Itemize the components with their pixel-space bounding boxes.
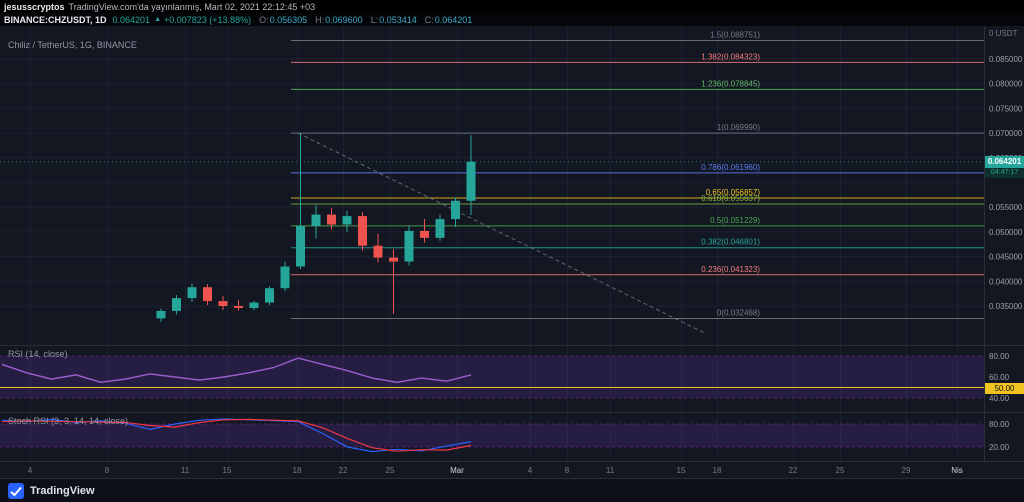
- candle: [358, 216, 367, 246]
- ohlc-values: O:0.056305 H:0.069600 L:0.053414 C:0.064201: [251, 15, 472, 25]
- brand-name[interactable]: TradingView: [30, 484, 95, 497]
- candle: [296, 225, 305, 267]
- publish-info-bar: jesusscryptos TradingView.com'da yayınla…: [0, 0, 1024, 13]
- stoch-axis-label: 20.00: [989, 443, 1010, 452]
- time-axis-label: 22: [339, 466, 348, 475]
- trend-line[interactable]: [297, 132, 706, 334]
- fib-label: 0.236(0.041323): [701, 265, 760, 274]
- countdown-timer: 04:47:17: [985, 167, 1024, 178]
- price-axis-label: 0.075000: [989, 104, 1023, 113]
- time-axis-label: 18: [713, 466, 722, 475]
- chart-canvas[interactable]: 1.5(0.088751) 1.382(0.084323) 1.236(0.0788…: [0, 26, 1024, 478]
- rsi-line: [1, 357, 472, 384]
- rsi-level-badge: 50.00: [985, 382, 1024, 394]
- candle: [466, 161, 476, 201]
- fib-label: 0.5(0.051229): [710, 216, 760, 225]
- time-axis-label: 15: [677, 466, 686, 475]
- time-axis-label: 11: [606, 466, 615, 475]
- symbol-name[interactable]: BINANCE:CHZUSDT, 1D: [4, 14, 107, 25]
- candle: [420, 230, 429, 238]
- candle: [265, 288, 274, 303]
- current-price: 0.064201: [985, 155, 1024, 168]
- price-axis-label: 0.035000: [989, 302, 1023, 311]
- ohlc-label: L:: [370, 14, 379, 25]
- author-name[interactable]: jesusscryptos: [4, 1, 65, 12]
- price-axis-label: 0.070000: [989, 129, 1023, 138]
- publish-info: TradingView.com'da yayınlanmış, Mart 02,…: [68, 1, 316, 12]
- price-axis-label: 0.045000: [989, 253, 1023, 262]
- ohlc-label: C:: [424, 14, 434, 25]
- tradingview-logo-icon[interactable]: [8, 482, 24, 499]
- candle: [389, 257, 398, 262]
- rsi-axis-label: 60.00: [989, 373, 1010, 382]
- time-axis-label: 8: [105, 466, 110, 475]
- fib-label: 1.382(0.084323): [701, 52, 760, 61]
- candle: [373, 245, 383, 258]
- rsi-band: [0, 356, 984, 398]
- chart-area[interactable]: 1.5(0.088751) 1.382(0.084323) 1.236(0.0788…: [0, 26, 1024, 478]
- price-change: +0.007823 (+13.88%): [164, 14, 252, 25]
- rsi-axis-label: 40.00: [989, 394, 1010, 403]
- price-axis-label: 0.050000: [989, 228, 1023, 237]
- candle: [404, 230, 414, 262]
- fib-label: 0.786(0.061960): [701, 163, 760, 172]
- candle: [156, 310, 166, 319]
- time-axis-label: 4: [528, 466, 533, 475]
- ohlc-value: 0.056305: [269, 14, 308, 25]
- candle: [234, 306, 243, 308]
- candle: [342, 216, 352, 225]
- price-axis-label: 0.080000: [989, 80, 1023, 89]
- price-axis-label: 0.055000: [989, 203, 1023, 212]
- time-axis-label: Nis: [951, 466, 963, 475]
- symbol-info-bar: BINANCE:CHZUSDT, 1D 0.064201 ▲ +0.007823…: [0, 13, 1024, 26]
- fib-label: 0(0.032468): [717, 309, 760, 318]
- time-axis-label: 11: [181, 466, 190, 475]
- stoch-d-line: [1, 418, 472, 452]
- price-axis-label: 0.040000: [989, 277, 1023, 286]
- time-axis-label: 22: [789, 466, 798, 475]
- footer-bar: TradingView: [0, 478, 1024, 502]
- time-axis-label: 25: [386, 466, 395, 475]
- current-price-badge: 0.064201 04:47:17: [985, 155, 1024, 178]
- candle: [451, 200, 460, 220]
- fib-label: 0.382(0.046801): [701, 238, 760, 247]
- fib-label: 1(0.069990): [717, 123, 760, 132]
- candle: [218, 301, 228, 306]
- price-axis-unit[interactable]: 0 USDT: [989, 29, 1018, 38]
- price-axis-label: 0.085000: [989, 55, 1023, 64]
- ohlc-value: 0.069600: [325, 14, 363, 25]
- candle: [311, 214, 321, 226]
- candle: [187, 287, 197, 299]
- time-axis-label: Mar: [450, 466, 464, 475]
- stoch-band: [0, 424, 984, 447]
- fib-label: 0.618(0.055637): [701, 194, 760, 203]
- ohlc-label: H:: [315, 14, 325, 25]
- stoch-axis-label: 80.00: [989, 420, 1010, 429]
- candle: [203, 287, 212, 302]
- up-arrow-icon: ▲: [154, 16, 161, 23]
- ohlc-label: O:: [259, 14, 269, 25]
- time-axis-label: 4: [28, 466, 33, 475]
- stoch-title[interactable]: Stoch RSI (3, 3, 14, 14, close): [8, 416, 129, 426]
- time-axis-label: 25: [836, 466, 845, 475]
- candle: [249, 302, 259, 308]
- fib-label: 0.65(0.056857): [706, 188, 761, 197]
- time-axis-label: 29: [902, 466, 911, 475]
- fib-label: 1.5(0.088751): [710, 30, 760, 39]
- rsi-title[interactable]: RSI (14, close): [8, 349, 68, 359]
- candle: [327, 214, 336, 225]
- rsi-axis-label: 80.00: [989, 352, 1010, 361]
- time-axis-label: 18: [293, 466, 302, 475]
- last-price: 0.064201: [112, 14, 151, 25]
- candle: [280, 266, 290, 289]
- time-axis-label: 8: [565, 466, 570, 475]
- ohlc-value: 0.053414: [379, 14, 417, 25]
- candle: [435, 219, 445, 238]
- ohlc-value: 0.064201: [434, 14, 473, 25]
- time-axis-label: 15: [223, 466, 232, 475]
- candle: [172, 298, 181, 311]
- chart-title[interactable]: Chiliz / TetherUS, 1G, BINANCE: [8, 40, 137, 50]
- fib-label: 1.236(0.078845): [701, 79, 760, 88]
